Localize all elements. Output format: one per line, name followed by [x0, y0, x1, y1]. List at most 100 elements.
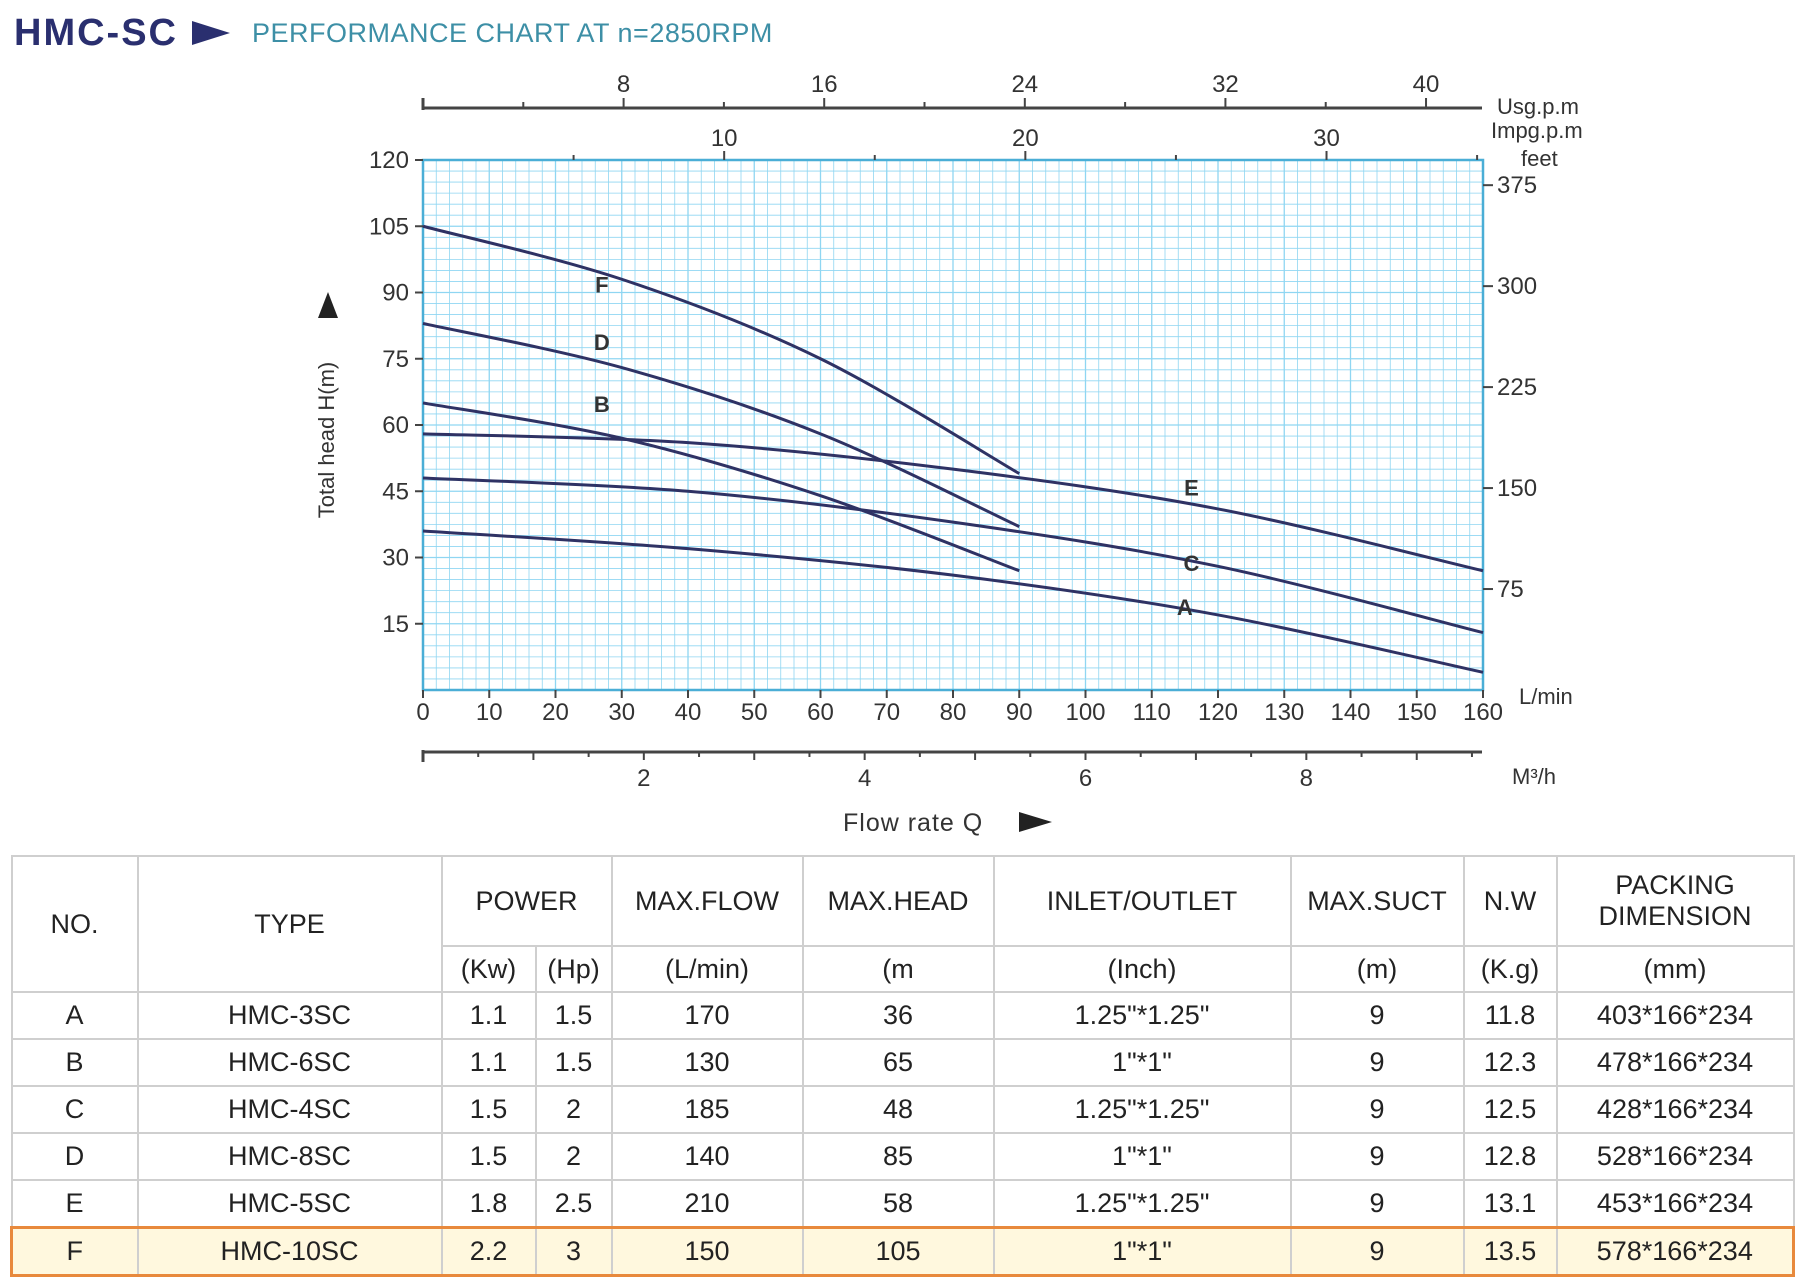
header-inlet-outlet: INLET/OUTLET: [992, 855, 1292, 947]
unit-packing: (mm): [1555, 945, 1795, 993]
header-power: POWER: [440, 855, 613, 947]
x-tick-label: 20: [542, 699, 569, 726]
cell-kw: 1.5: [440, 1085, 537, 1134]
x-tick-label: 150: [1397, 699, 1437, 726]
x-tick-label: 70: [873, 699, 900, 726]
m3h-tick-label: 4: [858, 765, 871, 792]
cell-kw: 1.1: [440, 1038, 537, 1087]
usgpm-tick-label: 40: [1413, 71, 1440, 98]
m3h-tick-label: 8: [1300, 765, 1313, 792]
y-axis-label: Total head H(m): [314, 362, 339, 519]
cell-head: 48: [801, 1085, 995, 1134]
cell-hp: 1.5: [534, 1038, 613, 1087]
curve-B: [422, 401, 1020, 573]
cell-hp: 2: [534, 1085, 613, 1134]
cell-kw: 2.2: [440, 1226, 537, 1277]
curve-label-A: A: [1177, 595, 1193, 620]
cell-head: 58: [801, 1179, 995, 1229]
impgpm-tick-label: 20: [1012, 125, 1039, 152]
y-tick-label: 30: [382, 545, 409, 572]
m3h-tick-label: 6: [1079, 765, 1092, 792]
header-max-flow: MAX.FLOW: [610, 855, 804, 947]
cell-suct: 9: [1289, 1179, 1465, 1229]
cell-type: HMC-10SC: [136, 1226, 443, 1277]
x-axis-arrow-icon: [1019, 812, 1052, 832]
header-packing-line1: PACKING: [1615, 870, 1735, 900]
cell-no: E: [10, 1179, 139, 1229]
feet-unit-label: feet: [1521, 146, 1558, 171]
feet-tick-label: 75: [1497, 576, 1524, 603]
table-row: F HMC-10SC 2.2 3 150 105 1"*1" 9 13.5 578*166*234: [10, 1226, 1796, 1277]
x-tick-label: 50: [741, 699, 768, 726]
table-row: C HMC-4SC 1.5 2 185 48 1.25"*1.25" 9 12.5 428*166…: [10, 1085, 1795, 1134]
y-tick-label: 15: [382, 611, 409, 638]
model-title: HMC-SC: [14, 11, 178, 54]
y-tick-label: 90: [382, 280, 409, 307]
x-tick-label: 120: [1198, 699, 1238, 726]
cell-suct: 9: [1289, 991, 1465, 1040]
cell-inlet: 1.25"*1.25": [992, 991, 1292, 1040]
x-tick-label: 80: [940, 699, 967, 726]
x-tick-label: 140: [1330, 699, 1370, 726]
cell-flow: 170: [610, 991, 804, 1040]
cell-no: D: [10, 1132, 139, 1181]
cell-head: 65: [801, 1038, 995, 1087]
x-tick-label: 130: [1264, 699, 1304, 726]
m3h-tick-label: 2: [637, 765, 650, 792]
cell-head: 85: [801, 1132, 995, 1181]
feet-tick-label: 375: [1497, 172, 1537, 199]
usgpm-tick-label: 24: [1011, 71, 1038, 98]
cell-packing: 403*166*234: [1555, 991, 1795, 1040]
cell-nw: 13.1: [1462, 1179, 1558, 1229]
impgpm-tick-label: 10: [711, 125, 738, 152]
x-tick-label: 90: [1006, 699, 1033, 726]
cell-nw: 13.5: [1462, 1226, 1558, 1277]
cell-flow: 140: [610, 1132, 804, 1181]
curve-F: [422, 224, 1021, 475]
curve-C: [422, 476, 1484, 635]
chart-header: HMC-SC PERFORMANCE CHART AT n=2850RPM: [14, 8, 773, 58]
header-nw: N.W: [1462, 855, 1558, 947]
cell-flow: 210: [610, 1179, 804, 1229]
y-tick-label: 105: [369, 213, 409, 240]
cell-hp: 3: [534, 1226, 613, 1277]
curve-label-C: C: [1184, 551, 1200, 576]
spec-table: NO. TYPE POWER MAX.FLOW MAX.HEAD INLET/O…: [10, 855, 1796, 1277]
y-tick-label: 75: [382, 346, 409, 373]
cell-hp: 2.5: [534, 1179, 613, 1229]
x-tick-label: 10: [476, 699, 503, 726]
performance-chart: 0 10 20 30 40 50 60 70 80 90 100 110 120 130 140 150 160…: [314, 71, 1583, 837]
cell-packing: 478*166*234: [1555, 1038, 1795, 1087]
cell-no: A: [10, 991, 139, 1040]
m3h-unit-label: M³/h: [1512, 764, 1556, 789]
table-row: A HMC-3SC 1.1 1.5 170 36 1.25"*1.25" 9 11.8 403*1…: [10, 991, 1795, 1040]
cell-inlet: 1"*1": [992, 1038, 1292, 1087]
table-row: D HMC-8SC 1.5 2 140 85 1"*1" 9 12.8 528*166*234: [10, 1132, 1795, 1181]
cell-flow: 150: [610, 1226, 804, 1277]
cell-head: 36: [801, 991, 995, 1040]
x-tick-label: 60: [807, 699, 834, 726]
usgpm-tick-label: 32: [1212, 71, 1239, 98]
unit-inlet: (Inch): [992, 945, 1292, 993]
grid-lines: [422, 159, 1484, 691]
table-row: E HMC-5SC 1.8 2.5 210 58 1.25"*1.25" 9 13.1 453*1…: [10, 1179, 1795, 1229]
cell-suct: 9: [1289, 1226, 1465, 1277]
cell-inlet: 1.25"*1.25": [992, 1179, 1292, 1229]
cell-inlet: 1.25"*1.25": [992, 1085, 1292, 1134]
cell-type: HMC-4SC: [136, 1085, 443, 1134]
cell-flow: 185: [610, 1085, 804, 1134]
cell-type: HMC-5SC: [136, 1179, 443, 1229]
cell-no: F: [10, 1226, 139, 1277]
cell-packing: 528*166*234: [1555, 1132, 1795, 1181]
curve-label-E: E: [1184, 476, 1199, 501]
cell-hp: 2: [534, 1132, 613, 1181]
curve-D: [422, 321, 1020, 528]
chart-subtitle: PERFORMANCE CHART AT n=2850RPM: [251, 17, 773, 48]
feet-tick-label: 150: [1497, 475, 1537, 502]
axes: 0 10 20 30 40 50 60 70 80 90 100 110 120 130 140 150 160…: [369, 71, 1583, 792]
usgpm-tick-label: 8: [617, 71, 630, 98]
cell-packing: 578*166*234: [1555, 1226, 1796, 1277]
cell-packing: 428*166*234: [1555, 1085, 1795, 1134]
x-unit-label: L/min: [1519, 684, 1573, 709]
header-type: TYPE: [136, 855, 443, 993]
